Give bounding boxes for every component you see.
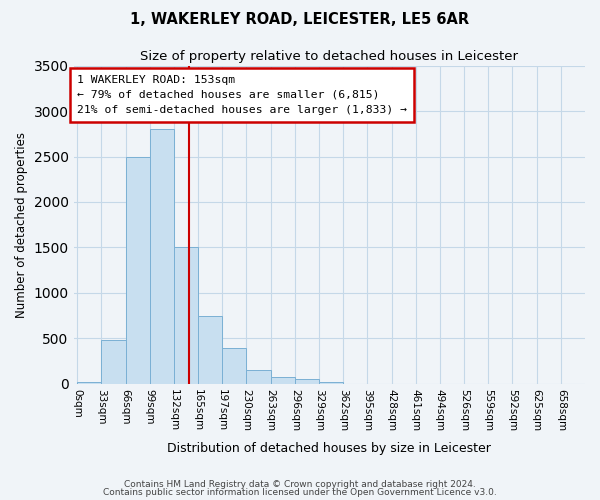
Bar xyxy=(150,129,174,384)
Text: 1 WAKERLEY ROAD: 153sqm
← 79% of detached houses are smaller (6,815)
21% of semi: 1 WAKERLEY ROAD: 153sqm ← 79% of detache… xyxy=(77,75,407,114)
Text: 1, WAKERLEY ROAD, LEICESTER, LE5 6AR: 1, WAKERLEY ROAD, LEICESTER, LE5 6AR xyxy=(130,12,470,28)
Text: Contains HM Land Registry data © Crown copyright and database right 2024.: Contains HM Land Registry data © Crown c… xyxy=(124,480,476,489)
Bar xyxy=(174,248,198,384)
Y-axis label: Number of detached properties: Number of detached properties xyxy=(15,132,28,318)
Bar xyxy=(77,382,101,384)
Bar xyxy=(101,340,125,384)
Bar xyxy=(271,376,295,384)
Text: Contains public sector information licensed under the Open Government Licence v3: Contains public sector information licen… xyxy=(103,488,497,497)
Bar xyxy=(295,380,319,384)
X-axis label: Distribution of detached houses by size in Leicester: Distribution of detached houses by size … xyxy=(167,442,491,455)
Title: Size of property relative to detached houses in Leicester: Size of property relative to detached ho… xyxy=(140,50,518,63)
Bar xyxy=(247,370,271,384)
Bar xyxy=(319,382,343,384)
Bar xyxy=(198,316,222,384)
Bar xyxy=(222,348,247,384)
Bar xyxy=(125,156,150,384)
